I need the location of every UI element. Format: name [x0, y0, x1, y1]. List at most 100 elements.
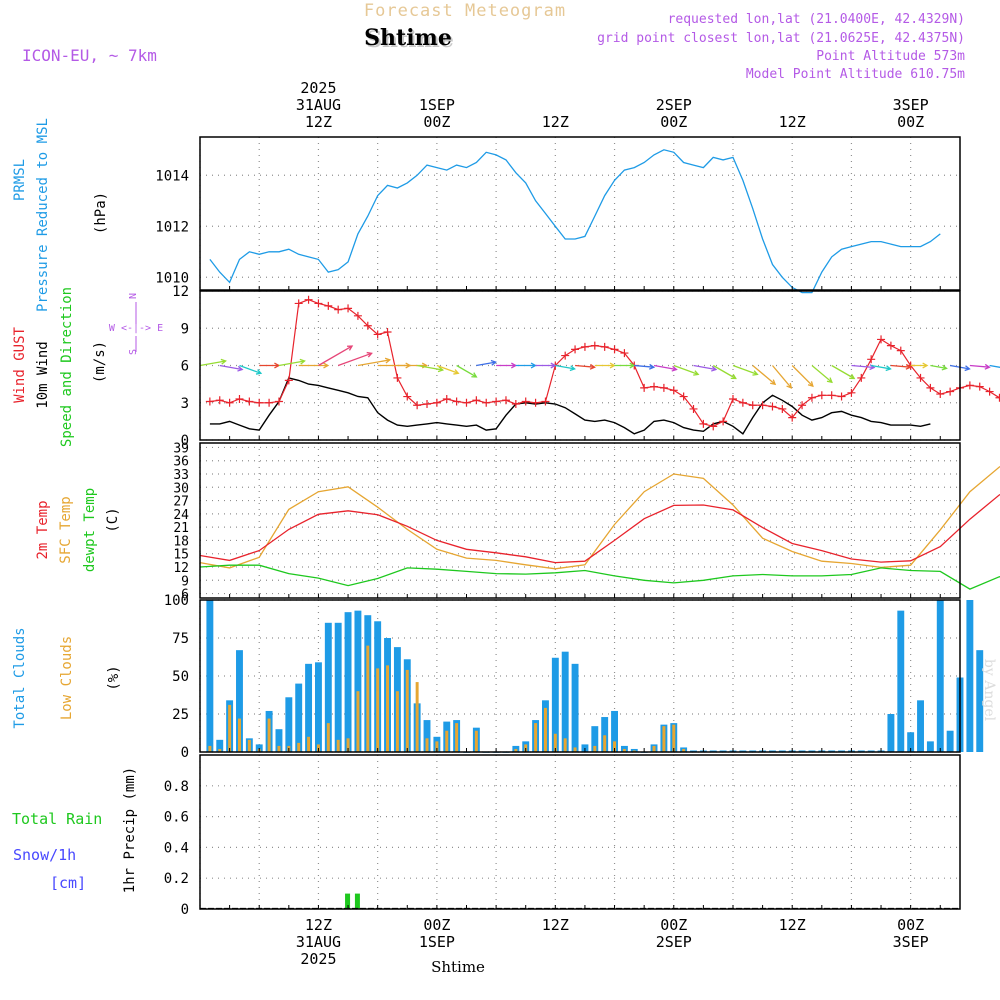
watermark: by Angel [981, 659, 997, 722]
footer-station: Shtime [431, 958, 485, 976]
low-cloud-bar [218, 748, 222, 752]
wind-arrow-head [237, 365, 244, 372]
wind-gust-marker [344, 304, 353, 313]
wind-gust-marker [650, 382, 659, 391]
total-cloud-bar [798, 750, 806, 752]
wind-arrow-head [609, 362, 616, 369]
y-tick-label: 0.2 [164, 871, 189, 887]
top-axis-label: 3SEP [893, 96, 929, 114]
wind-gust-marker [847, 388, 856, 397]
total-cloud-bar [236, 650, 243, 752]
y-tick-label: 9 [181, 574, 189, 589]
wind-arrow-head [786, 382, 793, 389]
total-cloud-bar [769, 750, 776, 752]
wind-gust-marker [274, 397, 283, 406]
wind-direction-arrow [436, 364, 459, 374]
wind-gust-marker [798, 401, 807, 410]
top-axis-label: 12Z [779, 113, 806, 131]
wind-arrow-head [274, 362, 281, 369]
wind-arrow-head [366, 351, 373, 358]
wind-arrow-head [922, 362, 929, 369]
pressure-msl-label: Pressure Reduced to MSL [35, 118, 51, 312]
total-cloud-bar [926, 741, 934, 752]
total-cloud-bar [354, 610, 362, 752]
wind-arrow-head [648, 363, 656, 370]
wind-gust-marker [610, 345, 619, 354]
total-cloud-bar [907, 732, 915, 752]
gridpoint-coords: grid point closest lon,lat (21.0625E, 42… [597, 31, 965, 46]
wind-gust-marker [689, 404, 698, 413]
wind-arrow-head [984, 363, 991, 370]
speed-direction-label: Speed and Direction [59, 287, 75, 447]
y-tick-label: 12 [173, 561, 189, 576]
low-clouds-label: Low Clouds [59, 636, 75, 720]
snow-label: Snow/1h [13, 846, 76, 864]
low-cloud-bar [366, 645, 370, 752]
wind-direction-arrow [752, 365, 776, 385]
total-cloud-bar [601, 717, 609, 752]
y-tick-label: 0.8 [164, 779, 189, 795]
wind-arrow-head [550, 362, 557, 369]
wind-arrow-head [826, 377, 833, 384]
wind-gust-label: Wind GUST [12, 327, 28, 403]
wind-direction-arrow [930, 364, 947, 369]
wind-gust-marker [719, 417, 728, 426]
wind-gust-marker [669, 386, 678, 395]
wind-direction-arrow [199, 360, 226, 367]
total-cloud-bar [611, 710, 618, 752]
bottom-axis-label: 3SEP [893, 933, 929, 951]
low-cloud-bar [563, 738, 567, 752]
panel-frame [199, 442, 961, 599]
wind-gust-marker [561, 351, 570, 360]
y-tick-label: 18 [173, 534, 189, 549]
requested-coords: requested lon,lat (21.0400E, 42.4329N) [668, 12, 965, 27]
y-tick-label: 27 [173, 495, 189, 510]
wind-gust-marker [501, 396, 510, 405]
low-cloud-bar [613, 741, 617, 752]
y-tick-label: 33 [173, 468, 189, 483]
wind-gust-marker [867, 355, 876, 364]
total-cloud-bar [305, 663, 313, 752]
wind-gust-marker [571, 345, 580, 354]
wind-gust-marker [580, 342, 589, 351]
total-cloud-bar [275, 729, 283, 752]
low-cloud-bar [386, 665, 390, 752]
wind-gust-marker [353, 311, 362, 320]
panel-frame [199, 290, 961, 441]
wind-gust-marker [946, 387, 955, 396]
y-tick-label: 15 [173, 548, 189, 563]
low-cloud-bar [277, 745, 281, 752]
wind-arrow-head [671, 365, 678, 372]
low-cloud-bar [425, 738, 429, 752]
y-tick-label: 21 [173, 521, 189, 536]
total-cloud-bar [709, 750, 717, 752]
wind-gust-marker [314, 299, 323, 308]
wind-arrow-head [629, 362, 636, 369]
total-cloud-bar [808, 750, 816, 752]
sfc-temp-line [199, 465, 1000, 570]
compass-west-east: W <-|-> E [109, 323, 163, 334]
top-axis-label: 31AUG [296, 96, 341, 114]
low-cloud-bar [543, 707, 547, 752]
wind-gust-marker [817, 391, 826, 400]
pressure-line [209, 149, 941, 294]
wind-gust-marker [373, 330, 382, 339]
low-cloud-bar [336, 739, 340, 752]
wind-direction-arrow [811, 365, 833, 383]
total-cloud-bar [749, 750, 757, 752]
total-cloud-bar [966, 600, 974, 752]
y-tick-label: 39 [173, 441, 189, 456]
wind-arrow-head [471, 372, 478, 378]
wind-gust-marker [304, 295, 313, 304]
wind-gust-marker [511, 399, 520, 408]
wind-gust-marker [225, 398, 234, 407]
low-cloud-bar [326, 723, 330, 752]
wind-arrow-head [437, 366, 445, 373]
wind-arrow-head [770, 379, 777, 386]
wind-gust-marker [472, 396, 481, 405]
wind-direction-arrow [969, 364, 990, 368]
low-cloud-bar [474, 730, 478, 752]
wind-arrow-head [255, 369, 263, 375]
precip-series: 0 0.2 0.4 0.6 0.8 [164, 779, 960, 918]
rain-bar [354, 893, 360, 909]
